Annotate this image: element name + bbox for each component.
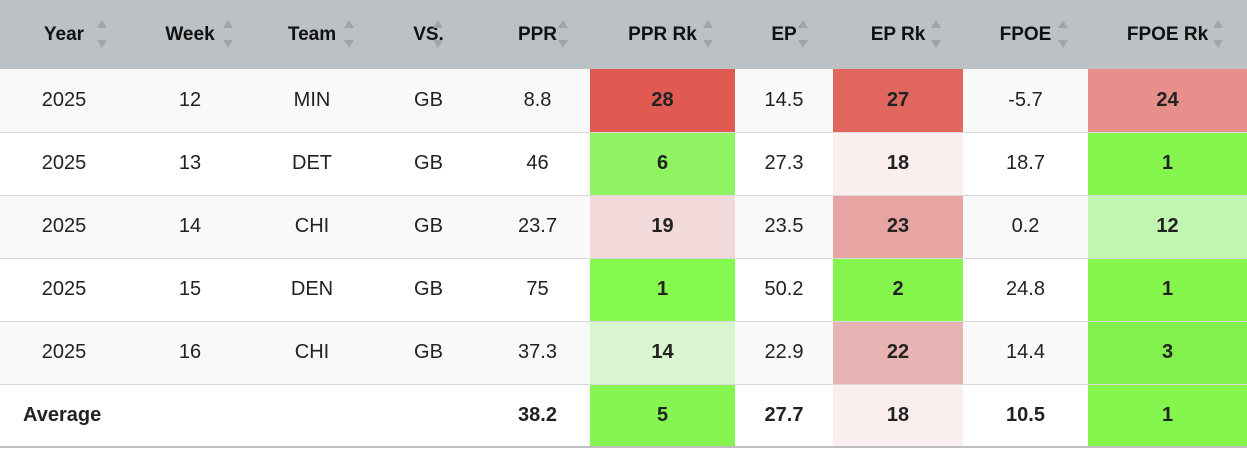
cell-ppr-rk: 28 [590,69,735,133]
header-label: FPOE [999,23,1052,45]
cell-ep-rk: 22 [833,321,963,385]
cell-ep: 22.9 [735,321,833,385]
cell-year: 2025 [0,321,128,385]
cell-ep: 23.5 [735,195,833,259]
sort-arrows-icon[interactable] [96,20,108,48]
cell-ppr-rk: 19 [590,195,735,259]
cell-fpoe-rk: 24 [1088,69,1247,133]
cell-fpoe-rk: 3 [1088,321,1247,385]
cell-ep-rk: 18 [833,384,963,448]
cell-ep-rk: 18 [833,132,963,196]
cell-fpoe: 0.2 [963,195,1088,259]
average-label: Average [0,384,252,448]
cell-week: 12 [128,69,252,133]
header-ep[interactable]: EP [735,0,833,69]
cell-fpoe: 14.4 [963,321,1088,385]
cell-week: 13 [128,132,252,196]
cell-ppr: 38.2 [485,384,590,448]
header-ppr-rk[interactable]: PPR Rk [590,0,735,69]
cell-ep: 27.3 [735,132,833,196]
table-row: 2025 12 MIN GB 8.8 28 14.5 27 -5.7 24 [0,69,1247,133]
cell-ppr-rk: 6 [590,132,735,196]
cell-ppr: 23.7 [485,195,590,259]
sort-arrows-icon[interactable] [1057,20,1069,48]
header-team[interactable]: Team [252,0,372,69]
header-year[interactable]: Year [0,0,128,69]
header-label: EP Rk [870,23,926,45]
table-row: 2025 13 DET GB 46 6 27.3 18 18.7 1 [0,132,1247,196]
header-label: Year [43,23,85,45]
cell-vs: GB [372,258,485,322]
sort-arrows-icon[interactable] [930,20,942,48]
sort-arrows-icon[interactable] [1212,20,1224,48]
header-fpoe-rk[interactable]: FPOE Rk [1088,0,1247,69]
cell-fpoe-rk: 12 [1088,195,1247,259]
cell-team: CHI [252,321,372,385]
cell-ppr-rk: 14 [590,321,735,385]
cell-fpoe: 18.7 [963,132,1088,196]
cell-year: 2025 [0,132,128,196]
cell-team: CHI [252,195,372,259]
cell-ep: 27.7 [735,384,833,448]
sort-arrows-icon[interactable] [343,20,355,48]
average-row: Average 38.2 5 27.7 18 10.5 1 [0,384,1247,448]
cell-vs: GB [372,321,485,385]
sort-arrows-icon[interactable] [797,20,809,48]
cell-vs: GB [372,69,485,133]
cell-week: 15 [128,258,252,322]
cell-fpoe: -5.7 [963,69,1088,133]
header-label: Week [165,23,215,45]
header-label: VS. [413,23,444,45]
cell-ppr: 75 [485,258,590,322]
table-row: 2025 14 CHI GB 23.7 19 23.5 23 0.2 12 [0,195,1247,259]
header-label: PPR [517,23,558,45]
cell-team [252,384,372,448]
sort-arrows-icon[interactable] [702,20,714,48]
sort-arrows-icon[interactable] [222,20,234,48]
cell-team: DEN [252,258,372,322]
cell-vs [372,384,485,448]
cell-ppr-rk: 1 [590,258,735,322]
cell-team: DET [252,132,372,196]
table-header-row: Year Week Team VS. PPR PPR Rk EP EP Rk F… [0,0,1247,69]
cell-ep: 50.2 [735,258,833,322]
header-vs[interactable]: VS. [372,0,485,69]
cell-fpoe-rk: 1 [1088,132,1247,196]
cell-vs: GB [372,132,485,196]
cell-vs: GB [372,195,485,259]
cell-fpoe: 24.8 [963,258,1088,322]
cell-year: 2025 [0,195,128,259]
header-label: FPOE Rk [1126,23,1209,45]
cell-year: 2025 [0,258,128,322]
header-week[interactable]: Week [128,0,252,69]
cell-ppr: 46 [485,132,590,196]
sort-arrows-icon[interactable] [557,20,569,48]
cell-week: 14 [128,195,252,259]
cell-year: 2025 [0,69,128,133]
cell-ppr: 37.3 [485,321,590,385]
table-row: 2025 15 DEN GB 75 1 50.2 2 24.8 1 [0,258,1247,322]
header-fpoe[interactable]: FPOE [963,0,1088,69]
cell-team: MIN [252,69,372,133]
header-label: EP [771,23,797,45]
sort-arrows-icon[interactable] [432,20,444,48]
cell-fpoe-rk: 1 [1088,384,1247,448]
header-label: Team [287,23,337,45]
cell-ep-rk: 23 [833,195,963,259]
cell-ep: 14.5 [735,69,833,133]
cell-ep-rk: 2 [833,258,963,322]
cell-fpoe-rk: 1 [1088,258,1247,322]
cell-ppr-rk: 5 [590,384,735,448]
cell-week: 16 [128,321,252,385]
header-ep-rk[interactable]: EP Rk [833,0,963,69]
header-label: PPR Rk [628,23,697,45]
cell-ep-rk: 27 [833,69,963,133]
cell-fpoe: 10.5 [963,384,1088,448]
cell-ppr: 8.8 [485,69,590,133]
header-ppr[interactable]: PPR [485,0,590,69]
table-row: 2025 16 CHI GB 37.3 14 22.9 22 14.4 3 [0,321,1247,385]
